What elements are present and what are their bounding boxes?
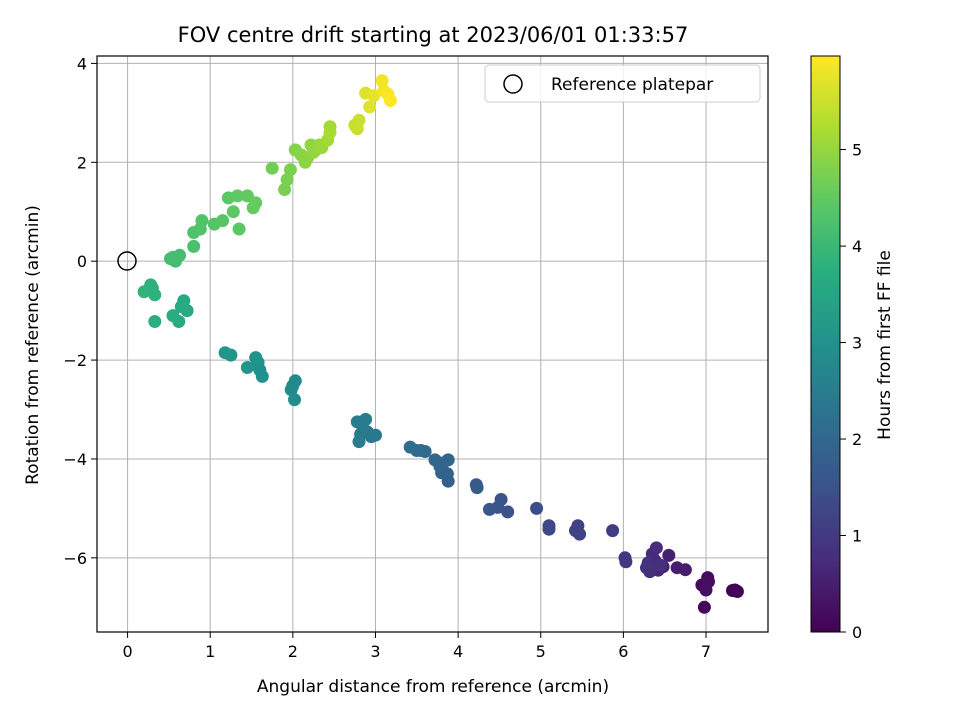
colorbar-tick-label: 5 (852, 141, 862, 160)
data-point (232, 222, 246, 236)
data-point (654, 558, 668, 572)
chart-title: FOV centre drift starting at 2023/06/01 … (178, 23, 689, 47)
data-point (148, 315, 162, 328)
y-tick-label: −2 (63, 351, 87, 370)
x-tick-label: 3 (370, 642, 380, 661)
colorbar-tick-label: 0 (852, 623, 862, 642)
x-axis-label: Angular distance from reference (arcmin) (257, 677, 609, 697)
y-axis-label: Rotation from reference (arcmin) (23, 205, 43, 485)
data-point (542, 522, 556, 536)
data-point (195, 214, 209, 228)
data-point (619, 555, 633, 569)
y-tick-label: 0 (77, 252, 87, 271)
data-point (640, 561, 653, 575)
data-point (530, 501, 544, 515)
data-point (280, 173, 294, 187)
colorbar-tick-label: 3 (852, 334, 862, 353)
colorbar-gradient (810, 55, 841, 633)
data-point (216, 214, 230, 228)
colorbar: 0 1 2 3 4 5 Hours from first FF file (810, 55, 895, 642)
y-tick-label: −4 (63, 450, 87, 469)
data-point (699, 583, 713, 597)
data-point (501, 505, 515, 519)
plot-frame (96, 55, 769, 633)
data-point (231, 189, 244, 203)
data-point (649, 541, 663, 555)
data-point (352, 435, 366, 449)
data-point (187, 239, 201, 253)
data-point (403, 440, 417, 454)
legend-label: Reference platepar (551, 75, 713, 95)
x-tick-label: 6 (618, 642, 628, 661)
data-point (283, 163, 297, 177)
data-point (323, 126, 337, 140)
x-tick-label: 7 (701, 642, 711, 661)
x-axis-ticks: 0 1 2 3 4 5 6 7 (122, 632, 711, 661)
data-point (573, 527, 587, 541)
data-point (359, 412, 373, 426)
data-point (249, 196, 263, 210)
data-point (470, 481, 484, 495)
data-point (288, 393, 301, 407)
legend-box (484, 64, 761, 103)
legend-marker (503, 74, 523, 94)
y-tick-label: 2 (77, 153, 87, 172)
x-tick-label: 1 (205, 642, 215, 661)
x-tick-label: 5 (536, 642, 546, 661)
data-point (428, 453, 442, 467)
y-tick-label: 4 (77, 54, 87, 73)
data-point (697, 600, 711, 614)
data-point (441, 453, 455, 467)
data-point (726, 584, 739, 597)
data-point (240, 361, 254, 374)
data-point (265, 161, 279, 175)
data-point (367, 89, 381, 103)
data-point (166, 250, 180, 264)
data-point (483, 502, 496, 516)
data-point (383, 94, 397, 107)
data-point (249, 351, 263, 365)
colorbar-label: Hours from first FF file (875, 250, 895, 440)
x-tick-label: 4 (453, 642, 463, 661)
x-tick-label: 2 (288, 642, 298, 661)
colorbar-tick-label: 4 (852, 237, 862, 256)
colorbar-ticks: 0 1 2 3 4 5 (840, 141, 862, 642)
data-point (662, 548, 676, 562)
data-point (166, 309, 180, 323)
data-point (137, 285, 151, 299)
x-tick-label: 0 (122, 642, 132, 661)
data-point (278, 183, 292, 196)
y-tick-label: −6 (63, 549, 87, 568)
data-point (284, 383, 298, 397)
data-point (606, 524, 620, 538)
reference-platepar-marker (117, 251, 137, 271)
colorbar-tick-label: 2 (852, 430, 862, 449)
data-points (137, 74, 744, 614)
y-axis-ticks: −6 −4 −2 0 2 4 (63, 54, 97, 568)
data-point (226, 205, 240, 219)
data-point (148, 288, 162, 302)
grid-lines (97, 56, 768, 632)
data-point (174, 300, 188, 314)
legend: Reference platepar (484, 64, 761, 103)
data-point (218, 346, 232, 360)
data-point (352, 113, 366, 127)
data-point (670, 561, 684, 575)
colorbar-tick-label: 1 (852, 527, 862, 546)
data-point (375, 74, 389, 88)
data-point (363, 100, 377, 114)
